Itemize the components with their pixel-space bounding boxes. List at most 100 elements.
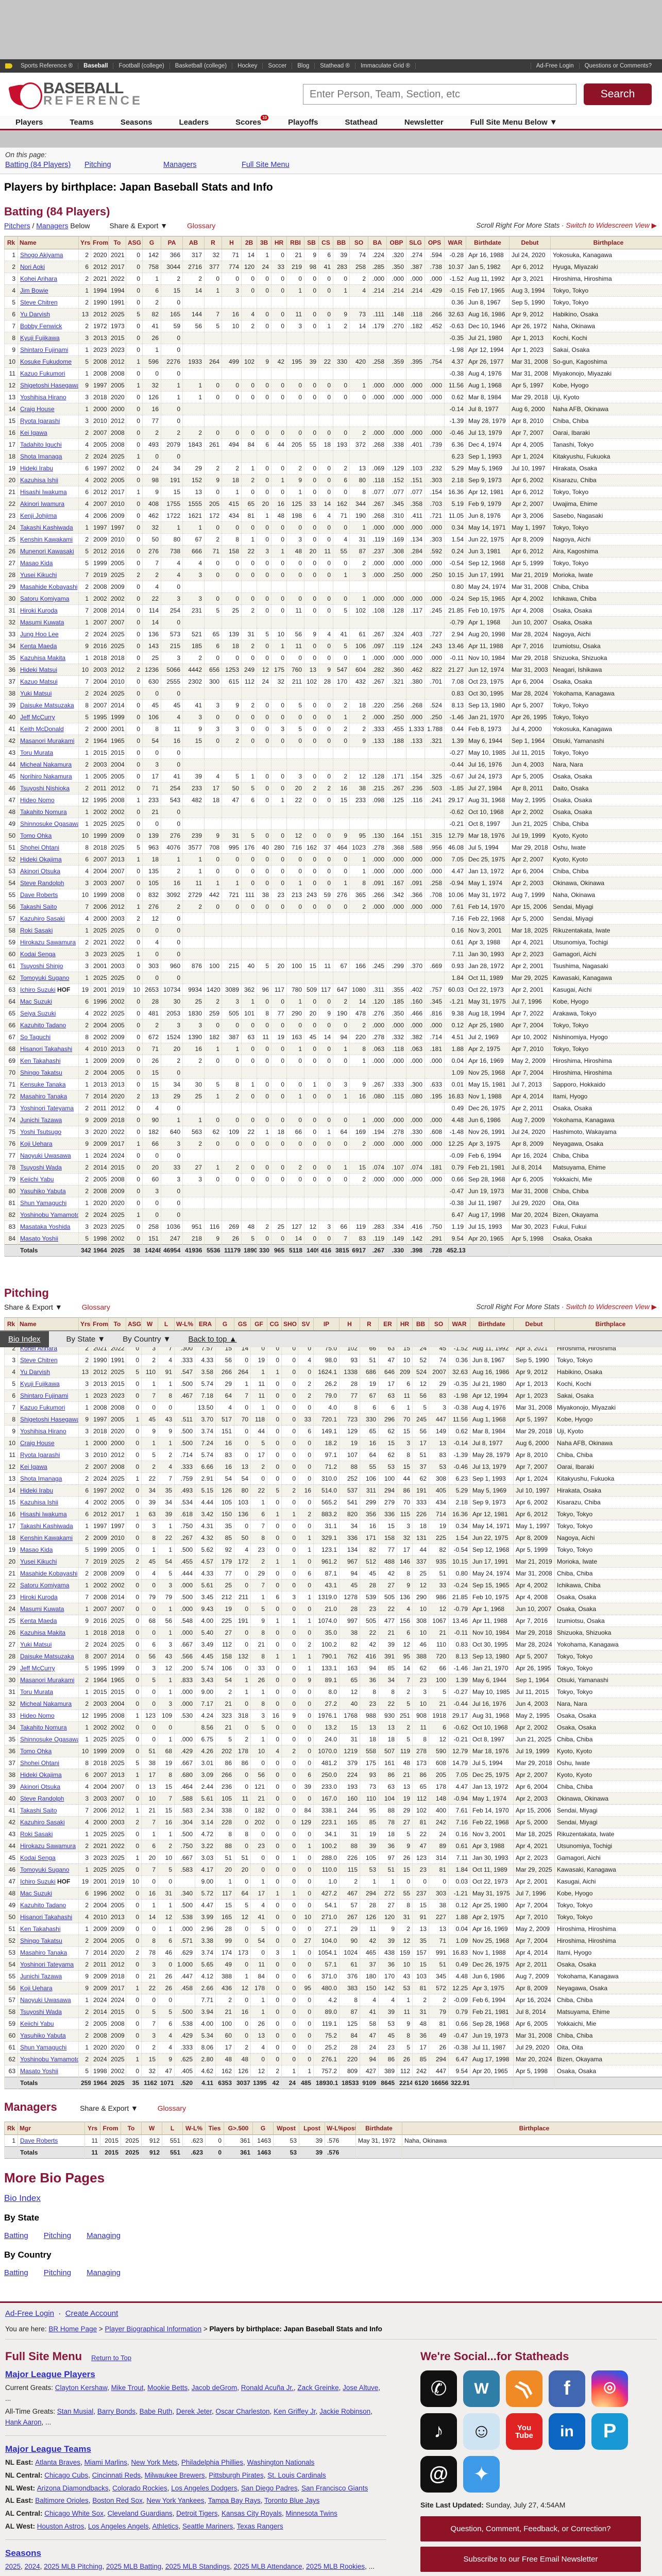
linkedin-icon[interactable]: in xyxy=(549,2413,585,2450)
by-country-menu[interactable]: By Country ▼ xyxy=(123,1335,171,1344)
footer-link[interactable]: 2025 MLB Attendance xyxy=(233,2563,302,2571)
rss-icon[interactable]: ⟫ xyxy=(506,2370,542,2407)
player-link[interactable]: Yasuhiko Yabuta xyxy=(20,1188,66,1195)
column-header[interactable]: ERA xyxy=(195,1317,216,1331)
breadcrumb-bio-link[interactable]: Player Biographical Information xyxy=(105,2325,202,2333)
player-link[interactable]: Dave Roberts xyxy=(20,891,58,899)
player-link[interactable]: Masanori Murakami xyxy=(20,1676,75,1684)
search-button[interactable]: Search xyxy=(584,83,652,105)
player-link[interactable]: Micheal Nakamura xyxy=(20,1700,72,1707)
column-header[interactable]: Birthdate xyxy=(355,2122,402,2135)
share-export-menu[interactable]: Share & Export ▼ xyxy=(4,1303,62,1311)
footer-section-link[interactable]: Seasons xyxy=(5,2548,41,2558)
footer-link[interactable]: Philadelphia Phillies xyxy=(181,2458,243,2466)
reddit-icon[interactable]: ☺ xyxy=(463,2413,500,2450)
player-link[interactable]: Tsuyoshi Shinjo xyxy=(20,962,63,970)
column-header[interactable]: L xyxy=(162,2122,183,2135)
column-header[interactable]: BB xyxy=(333,236,350,249)
footer-link[interactable]: Miami Marlins xyxy=(84,2458,127,2466)
player-link[interactable]: Shohei Ohtani xyxy=(20,1759,60,1767)
player-link[interactable]: Akinori Iwamura xyxy=(20,500,65,507)
player-link[interactable]: Steve Chitren xyxy=(20,1357,58,1364)
player-link[interactable]: Craig House xyxy=(20,405,55,413)
nav-item-full-site-menu-below-[interactable]: Full Site Menu Below ▼ xyxy=(470,118,557,127)
player-link[interactable]: Yoshihisa Hirano xyxy=(20,394,66,401)
player-link[interactable]: Kazuhiro Sasaki xyxy=(20,915,65,922)
baseball-reference-logo[interactable]: BASEBALL REFERENCE xyxy=(8,80,143,109)
player-link[interactable]: Masataka Yoshida xyxy=(20,1223,71,1230)
column-header[interactable]: Wpost xyxy=(273,2122,299,2135)
player-link[interactable]: Kenta Maeda xyxy=(20,642,57,650)
player-link[interactable]: Shintaro Fujinami xyxy=(20,346,69,353)
player-link[interactable]: Tomoyuki Sugano xyxy=(20,1866,70,1873)
column-header[interactable]: Birthdate xyxy=(470,1317,514,1331)
create-account-link[interactable]: Create Account xyxy=(65,2309,118,2318)
footer-link[interactable]: San Diego Padres xyxy=(241,2484,298,2492)
nav-item-leaders[interactable]: Leaders xyxy=(179,118,209,127)
footer-link[interactable]: Atlanta Braves xyxy=(35,2458,81,2466)
column-header[interactable]: IP xyxy=(313,1317,340,1331)
player-link[interactable]: Ken Takahashi xyxy=(20,1057,61,1064)
column-header[interactable]: L xyxy=(158,1317,175,1331)
player-link[interactable]: Masumi Kuwata xyxy=(20,1605,64,1613)
nav-item-newsletter[interactable]: Newsletter xyxy=(404,118,444,127)
footer-link[interactable]: Cincinnati Reds xyxy=(92,2471,141,2479)
player-link[interactable]: Craig House xyxy=(20,1439,55,1447)
column-header[interactable]: 3B xyxy=(257,236,271,249)
footer-link[interactable]: Texas Rangers xyxy=(236,2522,283,2531)
column-header[interactable]: R xyxy=(204,236,222,249)
player-link[interactable]: Shogo Akiyama xyxy=(20,251,63,259)
player-link[interactable]: Keiichi Yabu xyxy=(20,2020,54,2027)
player-link[interactable]: Kenshin Kawakami xyxy=(20,536,73,543)
managers-anchor-link[interactable]: Managers xyxy=(36,222,69,230)
player-link[interactable]: Keiichi Yabu xyxy=(20,1176,54,1183)
player-link[interactable]: Kei Igawa xyxy=(20,1463,47,1470)
on-page-link[interactable]: Full Site Menu xyxy=(242,161,290,169)
bio-link-pitching[interactable]: Pitching xyxy=(43,2268,72,2277)
column-header[interactable]: GF xyxy=(250,1317,267,1331)
column-header[interactable]: SO xyxy=(429,1317,449,1331)
footer-link[interactable]: New York Yankees xyxy=(146,2497,205,2505)
column-header[interactable]: Birthplace xyxy=(550,236,662,249)
footer-link[interactable]: Los Angeles Dodgers xyxy=(171,2484,237,2492)
player-link[interactable]: Tomoyuki Sugano xyxy=(20,974,70,981)
player-link[interactable]: Takahito Nomura xyxy=(20,1724,67,1731)
player-link[interactable]: Kodai Senga xyxy=(20,951,56,958)
footer-link[interactable]: Colorado Rockies xyxy=(112,2484,167,2492)
player-link[interactable]: Yu Darvish xyxy=(20,311,50,318)
footer-link[interactable]: Derek Jeter xyxy=(176,2407,212,2415)
column-header[interactable]: Name xyxy=(18,1317,79,1331)
glossary-link[interactable]: Glossary xyxy=(187,222,216,230)
footer-link[interactable]: Baltimore Orioles xyxy=(35,2497,89,2505)
player-link[interactable]: Jung Hoo Lee xyxy=(20,631,59,638)
column-header[interactable]: SB xyxy=(304,236,319,249)
footer-link[interactable]: Los Angeles Angels xyxy=(88,2522,149,2531)
topbar-link[interactable]: Soccer xyxy=(263,63,293,69)
player-link[interactable]: Tsuyoshi Wada xyxy=(20,1164,62,1171)
player-link[interactable]: Kyuji Fujikawa xyxy=(20,1380,60,1387)
bio-index-link[interactable]: Bio Index xyxy=(0,1331,49,1347)
player-link[interactable]: Kenji Johjima xyxy=(20,512,57,519)
player-link[interactable]: Naoyuki Uwasawa xyxy=(20,1996,71,2004)
facebook-icon[interactable]: f xyxy=(549,2370,585,2407)
player-link[interactable]: Masato Yoshii xyxy=(20,2067,59,2075)
column-header[interactable]: ER xyxy=(378,1317,397,1331)
column-header[interactable]: W-L% xyxy=(182,2122,206,2135)
topbar-link[interactable]: Questions or Comments? xyxy=(579,63,657,69)
player-link[interactable]: Hideo Nomo xyxy=(20,1712,55,1719)
nav-item-stathead[interactable]: Stathead xyxy=(345,118,378,127)
player-link[interactable]: Hideki Irabu xyxy=(20,465,54,472)
footer-link[interactable]: Chicago Cubs xyxy=(44,2471,89,2479)
player-link[interactable]: Masahide Kobayashi xyxy=(20,1570,78,1577)
footer-link[interactable]: Stan Musial xyxy=(57,2407,94,2415)
topbar-link[interactable]: Sports Reference ® xyxy=(15,63,79,69)
player-link[interactable]: Yasuhiko Yabuta xyxy=(20,2032,66,2039)
player-link[interactable]: Shun Yamaguchi xyxy=(20,1199,67,1207)
on-page-link[interactable]: Batting (84 Players) xyxy=(5,161,71,169)
player-link[interactable]: Steve Chitren xyxy=(20,299,58,306)
player-link[interactable]: Kohei Arihara xyxy=(20,275,58,282)
player-link[interactable]: Junichi Tazawa xyxy=(20,1116,62,1124)
player-link[interactable]: Kodai Senga xyxy=(20,1854,56,1861)
instagram-icon[interactable]: ⌾ xyxy=(591,2370,628,2407)
column-header[interactable]: Rk xyxy=(4,236,18,249)
